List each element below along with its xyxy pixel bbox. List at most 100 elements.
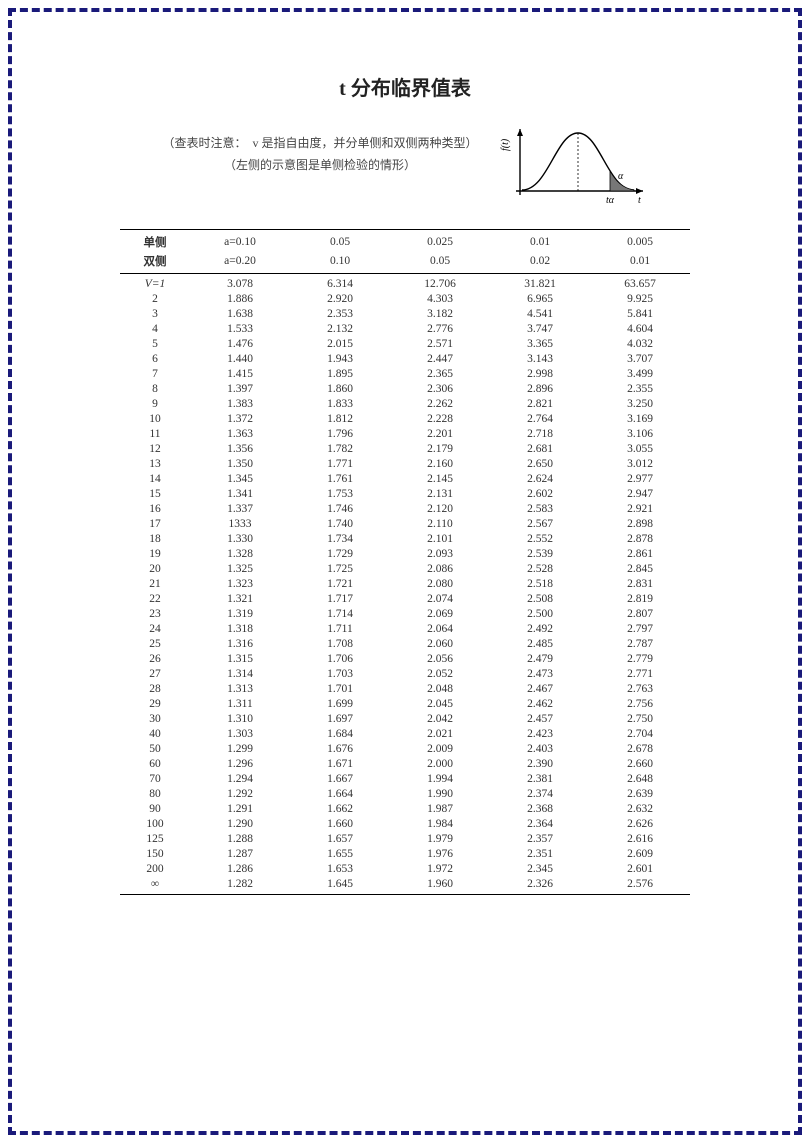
row-df-label: 23: [120, 607, 190, 622]
table-cell: 2.042: [390, 712, 490, 727]
table-cell: 2.403: [490, 742, 590, 757]
table-row: 901.2911.6621.9872.3682.632: [120, 802, 690, 817]
table-row: 191.3281.7292.0932.5392.861: [120, 547, 690, 562]
table-cell: 6.965: [490, 292, 590, 307]
table-cell: 2.500: [490, 607, 590, 622]
table-cell: 2.069: [390, 607, 490, 622]
table-cell: 2.650: [490, 457, 590, 472]
table-row: V=13.0786.31412.70631.82163.657: [120, 274, 690, 292]
table-cell: 2.015: [290, 337, 390, 352]
table-cell: 2.704: [590, 727, 690, 742]
table-row: 141.3451.7612.1452.6242.977: [120, 472, 690, 487]
table-cell: 3.169: [590, 412, 690, 427]
table-cell: 2.179: [390, 442, 490, 457]
table-cell: 2.423: [490, 727, 590, 742]
table-cell: 2.718: [490, 427, 590, 442]
table-cell: 3.747: [490, 322, 590, 337]
table-cell: 2.355: [590, 382, 690, 397]
table-cell: 1.415: [190, 367, 290, 382]
row-df-label: 11: [120, 427, 190, 442]
table-cell: 1.638: [190, 307, 290, 322]
diagram-ta: tα: [606, 195, 615, 206]
table-cell: 1.717: [290, 592, 390, 607]
row-df-label: 7: [120, 367, 190, 382]
table-cell: 1.311: [190, 697, 290, 712]
table-cell: 2.845: [590, 562, 690, 577]
header-cell: 0.05: [290, 230, 390, 252]
header-row-two-tailed: 双侧 a=0.20 0.10 0.05 0.02 0.01: [120, 252, 690, 274]
table-cell: 2.896: [490, 382, 590, 397]
table-cell: 1.697: [290, 712, 390, 727]
row-df-label: 5: [120, 337, 190, 352]
table-cell: 1.746: [290, 502, 390, 517]
table-cell: 4.032: [590, 337, 690, 352]
row-df-label: 25: [120, 637, 190, 652]
table-cell: 1.740: [290, 517, 390, 532]
table-cell: 2.492: [490, 622, 590, 637]
table-cell: 1.860: [290, 382, 390, 397]
table-cell: 2.485: [490, 637, 590, 652]
table-cell: 1.299: [190, 742, 290, 757]
table-cell: 3.182: [390, 307, 490, 322]
table-cell: 1.350: [190, 457, 290, 472]
table-cell: 1.664: [290, 787, 390, 802]
table-cell: 2.306: [390, 382, 490, 397]
table-cell: 1.960: [390, 877, 490, 895]
row-df-label: 30: [120, 712, 190, 727]
table-row: 261.3151.7062.0562.4792.779: [120, 652, 690, 667]
table-row: 1713331.7402.1102.5672.898: [120, 517, 690, 532]
table-cell: 3.055: [590, 442, 690, 457]
table-cell: 2.998: [490, 367, 590, 382]
table-header: 单侧 a=0.10 0.05 0.025 0.01 0.005 双侧 a=0.2…: [120, 230, 690, 274]
table-row: 271.3141.7032.0522.4732.771: [120, 667, 690, 682]
table-cell: 1.325: [190, 562, 290, 577]
table-cell: 2.601: [590, 862, 690, 877]
diagram-t: t: [638, 195, 641, 206]
table-cell: 1.812: [290, 412, 390, 427]
table-cell: 2.947: [590, 487, 690, 502]
table-row: 221.3211.7172.0742.5082.819: [120, 592, 690, 607]
table-cell: 2.756: [590, 697, 690, 712]
table-cell: 3.250: [590, 397, 690, 412]
table-row: 121.3561.7822.1792.6813.055: [120, 442, 690, 457]
table-row: 241.3181.7112.0642.4922.797: [120, 622, 690, 637]
table-container: 单侧 a=0.10 0.05 0.025 0.01 0.005 双侧 a=0.2…: [52, 229, 758, 895]
table-cell: 1.979: [390, 832, 490, 847]
table-cell: 2.357: [490, 832, 590, 847]
row-df-label: 17: [120, 517, 190, 532]
table-cell: 2.616: [590, 832, 690, 847]
table-cell: 1.676: [290, 742, 390, 757]
table-cell: 2.132: [290, 322, 390, 337]
table-cell: 2.878: [590, 532, 690, 547]
table-cell: 2.110: [390, 517, 490, 532]
table-cell: 2.920: [290, 292, 390, 307]
table-cell: 1.734: [290, 532, 390, 547]
table-row: 131.3501.7712.1602.6503.012: [120, 457, 690, 472]
table-cell: 1.725: [290, 562, 390, 577]
table-cell: 2.086: [390, 562, 490, 577]
table-cell: 1.721: [290, 577, 390, 592]
table-cell: 1.318: [190, 622, 290, 637]
table-row: 31.6382.3533.1824.5415.841: [120, 307, 690, 322]
table-cell: 2.571: [390, 337, 490, 352]
table-cell: 1.316: [190, 637, 290, 652]
table-row: 101.3721.8122.2282.7643.169: [120, 412, 690, 427]
row-df-label: 10: [120, 412, 190, 427]
table-cell: 2.000: [390, 757, 490, 772]
table-row: 251.3161.7082.0602.4852.787: [120, 637, 690, 652]
table-cell: 1.383: [190, 397, 290, 412]
row-df-label: V=1: [120, 274, 190, 292]
row-df-label: 22: [120, 592, 190, 607]
table-cell: 1.337: [190, 502, 290, 517]
row-df-label: 80: [120, 787, 190, 802]
table-cell: 1.314: [190, 667, 290, 682]
table-cell: 1.288: [190, 832, 290, 847]
row-df-label: 24: [120, 622, 190, 637]
table-cell: 2.064: [390, 622, 490, 637]
table-cell: 2.060: [390, 637, 490, 652]
table-cell: 2.602: [490, 487, 590, 502]
table-cell: 1.290: [190, 817, 290, 832]
table-cell: 1.771: [290, 457, 390, 472]
table-cell: 1.303: [190, 727, 290, 742]
row-df-label: 16: [120, 502, 190, 517]
